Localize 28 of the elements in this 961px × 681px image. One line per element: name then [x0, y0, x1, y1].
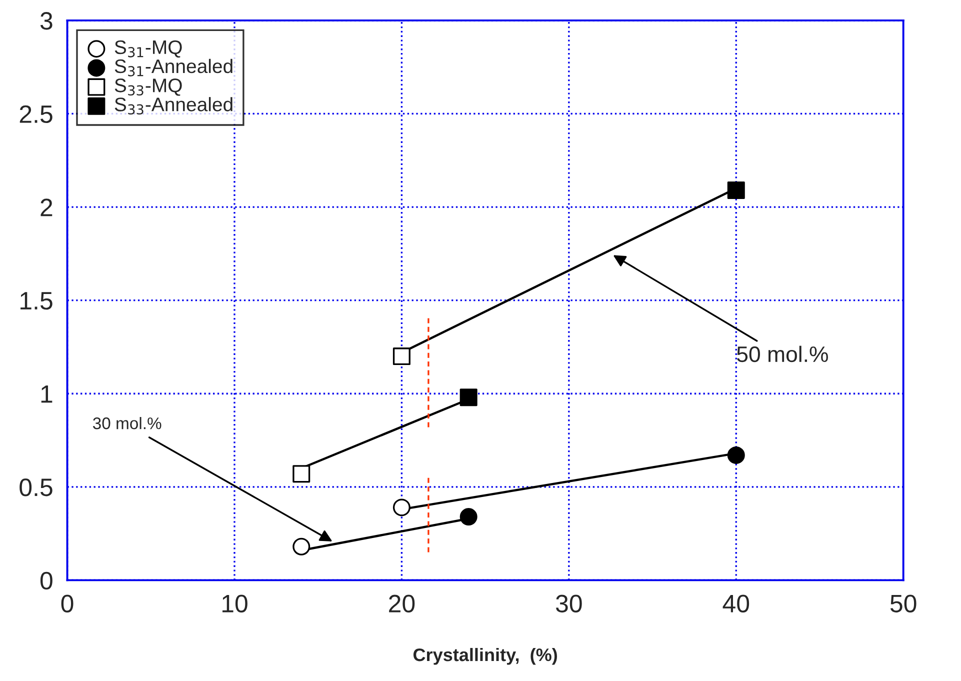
x-tick-label: 20	[389, 594, 415, 612]
x-tick-label: 30	[556, 594, 582, 612]
point	[727, 446, 745, 464]
y-tick-label: 2.5	[20, 105, 52, 124]
x-tick-label: 40	[722, 594, 750, 612]
legend-label: S$_{33}$-Annealed	[114, 97, 232, 115]
y-tick-label: 0	[40, 572, 52, 590]
point	[392, 498, 410, 516]
point	[727, 181, 745, 199]
x-tick-label: 0	[61, 594, 74, 612]
y-tick-label: 2	[40, 198, 52, 216]
x-tick-label: 10	[222, 594, 248, 612]
point	[292, 465, 310, 483]
x-tick-label: 50	[890, 594, 916, 612]
legend-label: S$_{33}$-MQ	[114, 78, 182, 96]
y-tick-label: 3	[40, 12, 52, 30]
legend-label: S$_{31}$-Annealed	[114, 58, 232, 76]
annotation: 30 mol.%	[92, 416, 162, 430]
y-tick-label: 0.5	[20, 478, 52, 496]
point	[460, 388, 478, 406]
y-tick-label: 1.5	[20, 292, 52, 310]
point	[292, 538, 310, 556]
legend-label: S$_{31}$-MQ	[114, 40, 182, 58]
x-axis-title: Crystallinity, (%)	[413, 648, 557, 665]
annotation: 50 mol.%	[737, 346, 828, 362]
point	[392, 348, 410, 366]
point	[460, 508, 478, 526]
y-tick-label: 1	[41, 385, 52, 403]
